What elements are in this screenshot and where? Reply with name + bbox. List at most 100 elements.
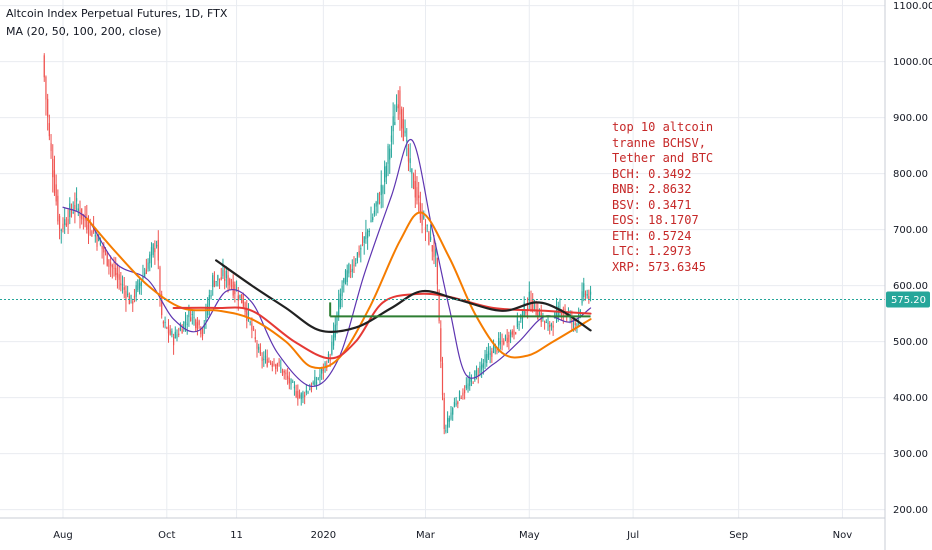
candle-body <box>433 245 435 257</box>
candle-body <box>315 381 318 385</box>
note-line: EOS: 18.1707 <box>612 213 699 227</box>
price-tick-label: 900.00 <box>893 113 928 124</box>
candle-body <box>571 319 573 322</box>
candle-body <box>338 298 340 317</box>
candle-body <box>341 285 343 297</box>
candle-body <box>399 90 401 115</box>
candle-body <box>292 381 294 383</box>
candle-body <box>464 389 466 394</box>
candle-body <box>298 394 301 398</box>
candle-body <box>276 363 279 367</box>
candle-body <box>472 382 474 384</box>
candle-body <box>147 262 149 269</box>
candle-body <box>394 121 396 125</box>
candle-body <box>356 252 358 261</box>
grid-lines <box>0 0 885 518</box>
candle-body <box>283 370 285 373</box>
note-line: tranne BCHSV, <box>612 135 706 150</box>
candle-body <box>462 392 464 396</box>
candle-body <box>358 251 360 256</box>
note-line: Tether and BTC <box>612 151 714 165</box>
chart-legend: Altcoin Index Perpetual Futures, 1D, FTX… <box>6 5 227 41</box>
price-axis[interactable]: 200.00 300.00 400.00 500.00 600.00 700.00 800.… <box>884 0 932 550</box>
candle-body <box>70 210 73 212</box>
candle-body <box>184 322 187 324</box>
candle-body <box>385 165 387 178</box>
candle-body <box>230 284 233 287</box>
candle-body <box>64 219 66 225</box>
candle-body <box>322 369 324 372</box>
candle-body <box>331 341 333 355</box>
candle-body <box>484 354 486 363</box>
candle-body <box>203 324 205 329</box>
candle-body <box>365 232 367 240</box>
candle-body <box>460 397 462 399</box>
indicator-label[interactable]: MA (20, 50, 100, 200, close) <box>6 25 162 38</box>
time-tick-label: Aug <box>53 530 73 541</box>
candle-body <box>574 323 576 325</box>
candle-body <box>67 219 69 225</box>
candle-body <box>324 362 326 366</box>
candle-body <box>249 321 251 323</box>
candle-body <box>285 372 287 375</box>
candle-body <box>438 290 440 322</box>
candle-body <box>305 390 307 393</box>
candle-body <box>104 250 107 252</box>
candle-body <box>412 174 415 189</box>
candle-body <box>111 265 113 268</box>
candle-body <box>281 369 284 375</box>
candle-body <box>418 195 420 198</box>
candle-body <box>205 307 207 321</box>
candle-body <box>414 181 416 198</box>
candle-body <box>186 323 188 325</box>
candle-body <box>350 270 352 273</box>
candle-body <box>309 388 311 391</box>
time-tick-label: May <box>519 530 540 541</box>
candle-body <box>368 231 370 233</box>
price-tick-label: 1000.00 <box>893 57 932 68</box>
candle-body <box>150 247 153 256</box>
candle-body <box>125 290 127 301</box>
ma200-line <box>215 259 592 334</box>
candle-body <box>545 321 547 323</box>
candle-body <box>140 281 142 287</box>
candle-body <box>268 360 270 362</box>
candle-body <box>93 227 95 232</box>
candle-body <box>57 195 59 222</box>
candle-body <box>270 362 272 364</box>
time-axis[interactable]: Aug Oct 11 2020 Mar May Jul Sep Nov <box>0 517 885 541</box>
candle-body <box>455 403 457 405</box>
candle-body <box>227 275 229 286</box>
candle-body <box>164 321 166 323</box>
candle-body <box>244 302 246 312</box>
candle-body <box>329 359 331 361</box>
candle-body <box>241 294 243 304</box>
candle-body <box>482 363 484 368</box>
candle-body <box>55 184 57 202</box>
candle-body <box>152 244 154 255</box>
candle-body <box>525 311 527 314</box>
candle-body <box>523 302 525 316</box>
candle-body <box>157 239 159 261</box>
candle-body <box>353 264 355 267</box>
candle-body <box>280 367 282 369</box>
symbol-title[interactable]: Altcoin Index Perpetual Futures, 1D, FTX <box>6 7 228 20</box>
time-tick-label: Oct <box>158 530 175 541</box>
candle-body <box>263 358 265 361</box>
candle-body <box>498 338 500 346</box>
candle-body <box>310 385 313 390</box>
candle-body <box>363 236 365 243</box>
candle-body <box>47 98 49 117</box>
candle-body <box>448 418 450 422</box>
candle-body <box>487 351 490 358</box>
candle-body <box>224 278 226 281</box>
candle-body <box>378 202 381 204</box>
candle-body <box>99 242 102 245</box>
time-tick-label: Sep <box>729 530 748 541</box>
candle-body <box>43 55 45 78</box>
candle-body <box>450 412 452 419</box>
candle-body <box>266 358 268 367</box>
candle-body <box>435 249 437 256</box>
candle-body <box>491 351 493 357</box>
